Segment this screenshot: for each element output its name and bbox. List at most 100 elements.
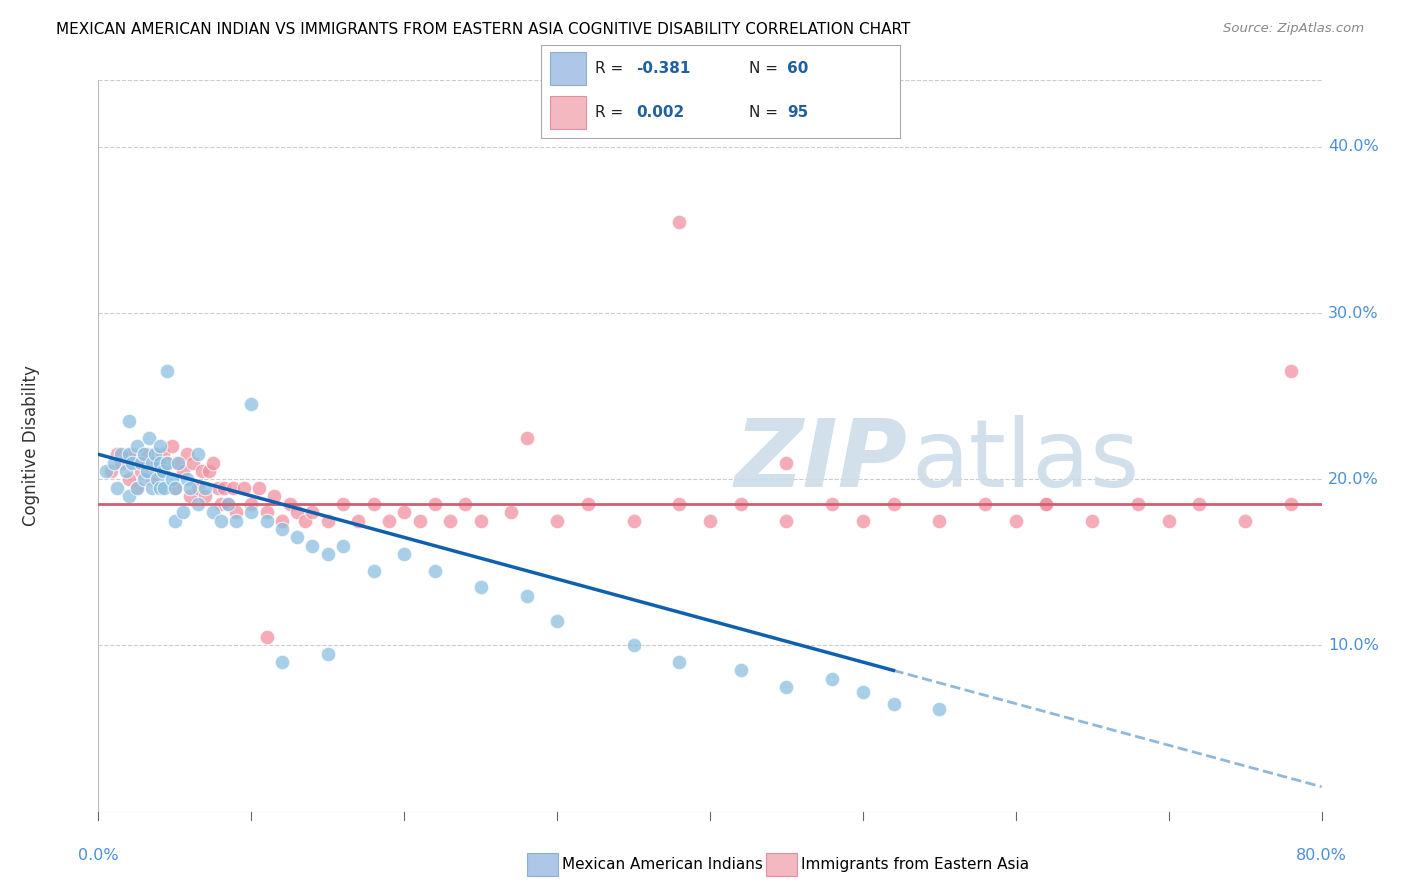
Text: 60: 60	[787, 61, 808, 76]
Point	[110, 447, 132, 461]
Point	[172, 506, 194, 520]
Point	[176, 447, 198, 461]
Point	[125, 456, 148, 470]
Point	[156, 456, 179, 470]
Text: 30.0%: 30.0%	[1327, 306, 1378, 320]
Point	[176, 472, 198, 486]
Point	[883, 497, 905, 511]
Text: 10.0%: 10.0%	[1327, 638, 1379, 653]
Point	[294, 514, 316, 528]
Point	[125, 439, 148, 453]
Point	[134, 447, 156, 461]
Point	[240, 397, 263, 411]
Point	[423, 564, 446, 578]
Point	[136, 464, 159, 478]
Point	[240, 506, 263, 520]
Point	[232, 481, 254, 495]
Point	[1188, 497, 1211, 511]
Point	[263, 489, 285, 503]
Point	[217, 497, 239, 511]
Point	[152, 464, 174, 478]
Point	[145, 472, 167, 486]
Point	[821, 497, 844, 511]
Point	[668, 214, 690, 228]
Point	[156, 456, 179, 470]
Point	[852, 685, 875, 699]
Point	[209, 497, 232, 511]
Point	[145, 456, 167, 470]
Text: ZIP: ZIP	[734, 415, 907, 507]
Point	[94, 464, 117, 478]
Point	[576, 497, 599, 511]
Point	[121, 447, 143, 461]
Point	[1279, 364, 1302, 378]
Point	[160, 439, 183, 453]
Point	[623, 639, 645, 653]
Point	[1157, 514, 1180, 528]
Point	[270, 655, 292, 669]
Point	[125, 481, 148, 495]
Point	[668, 655, 690, 669]
Point	[118, 447, 141, 461]
Point	[156, 364, 179, 378]
Point	[149, 439, 172, 453]
Point	[110, 456, 132, 470]
Point	[153, 481, 176, 495]
Text: 40.0%: 40.0%	[1327, 139, 1378, 154]
Text: 0.002: 0.002	[637, 104, 685, 120]
Point	[141, 481, 163, 495]
Point	[775, 680, 797, 694]
Text: N =: N =	[749, 104, 783, 120]
Point	[187, 497, 209, 511]
Point	[172, 464, 194, 478]
Point	[256, 514, 278, 528]
Point	[179, 481, 201, 495]
Text: Immigrants from Eastern Asia: Immigrants from Eastern Asia	[801, 857, 1029, 871]
Text: atlas: atlas	[912, 415, 1140, 507]
Point	[134, 456, 156, 470]
Point	[730, 664, 752, 678]
Point	[278, 497, 301, 511]
Point	[668, 497, 690, 511]
Point	[546, 514, 568, 528]
Point	[1234, 514, 1257, 528]
FancyBboxPatch shape	[550, 52, 586, 85]
Text: N =: N =	[749, 61, 783, 76]
Point	[103, 456, 125, 470]
Point	[160, 472, 183, 486]
Point	[222, 481, 245, 495]
Point	[152, 447, 174, 461]
Point	[347, 514, 370, 528]
Point	[217, 497, 239, 511]
Point	[100, 464, 122, 478]
Point	[454, 497, 477, 511]
Point	[179, 489, 201, 503]
Point	[191, 464, 214, 478]
Point	[212, 481, 235, 495]
Point	[775, 514, 797, 528]
Point	[202, 506, 225, 520]
Point	[209, 514, 232, 528]
Point	[115, 464, 138, 478]
Point	[167, 456, 190, 470]
Point	[470, 514, 492, 528]
Point	[240, 497, 263, 511]
Point	[118, 472, 141, 486]
Point	[301, 539, 323, 553]
Point	[699, 514, 721, 528]
Text: MEXICAN AMERICAN INDIAN VS IMMIGRANTS FROM EASTERN ASIA COGNITIVE DISABILITY COR: MEXICAN AMERICAN INDIAN VS IMMIGRANTS FR…	[56, 22, 911, 37]
Point	[363, 497, 385, 511]
Point	[136, 447, 159, 461]
Text: R =: R =	[595, 104, 628, 120]
Point	[256, 506, 278, 520]
Point	[316, 647, 339, 661]
Point	[256, 630, 278, 644]
Point	[105, 481, 128, 495]
Point	[392, 506, 416, 520]
Point	[1035, 497, 1057, 511]
Point	[775, 456, 797, 470]
Point	[316, 547, 339, 561]
Point	[1279, 497, 1302, 511]
Text: Mexican American Indians: Mexican American Indians	[562, 857, 763, 871]
Point	[1035, 497, 1057, 511]
